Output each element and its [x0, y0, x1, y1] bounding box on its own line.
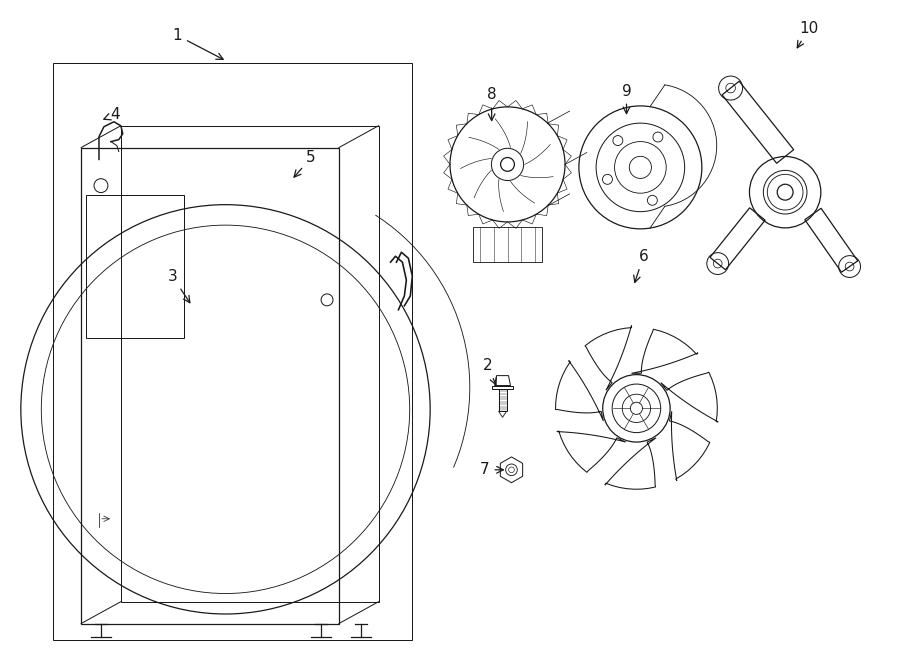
Text: 7: 7 [480, 462, 503, 477]
Text: 2: 2 [483, 358, 496, 385]
Text: 5: 5 [294, 150, 316, 177]
Text: 8: 8 [487, 87, 497, 120]
Text: 1: 1 [173, 28, 223, 59]
Text: 3: 3 [167, 269, 190, 303]
Text: 6: 6 [634, 249, 648, 282]
Text: 9: 9 [622, 83, 632, 114]
Text: 10: 10 [797, 21, 819, 48]
Text: 4: 4 [104, 107, 120, 122]
